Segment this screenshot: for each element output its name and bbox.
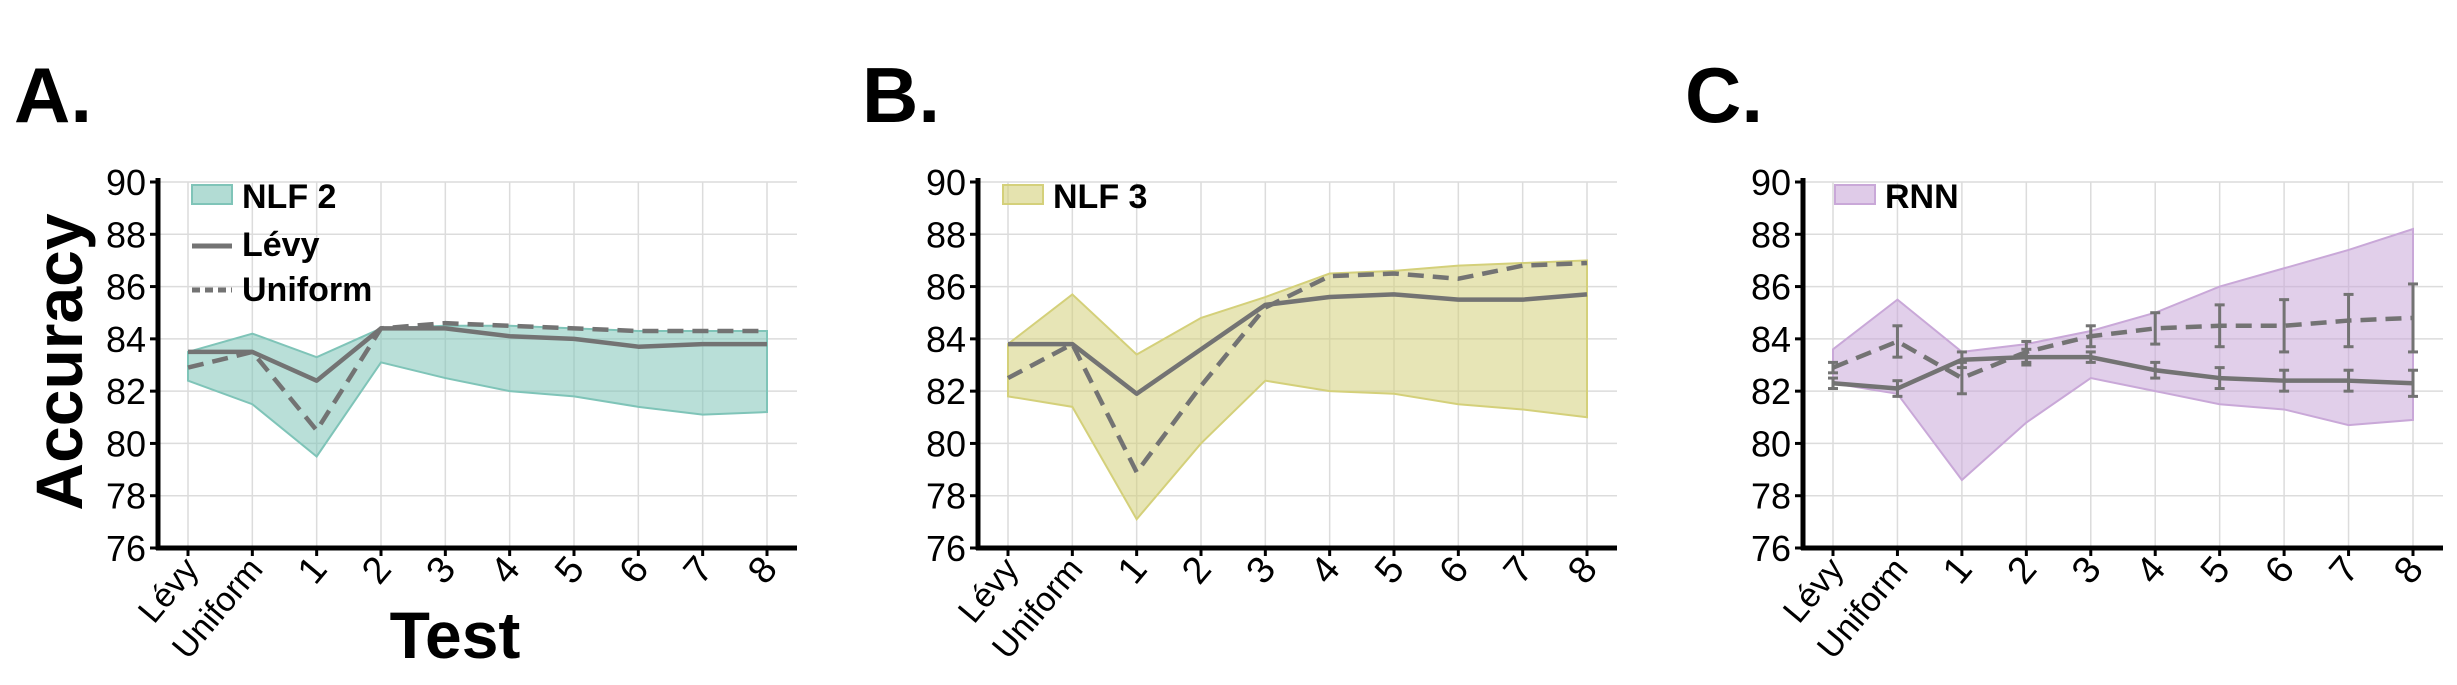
legend-label-band: NLF 3	[1053, 178, 1147, 216]
y-tick-label: 76	[1751, 528, 1791, 569]
y-tick-label: 90	[106, 162, 146, 203]
x-tick-label: 5	[1367, 549, 1413, 592]
x-tick-label: 8	[1560, 549, 1606, 592]
confidence-band	[1007, 259, 1588, 521]
x-tick-label: 6	[1431, 549, 1477, 592]
y-tick-label: 80	[106, 423, 146, 464]
x-tick-label: 4	[1303, 549, 1349, 592]
x-tick-label: 6	[2257, 549, 2303, 592]
y-tick-label: 84	[1751, 319, 1791, 360]
x-tick-label: 4	[483, 549, 529, 592]
x-tick-label: 6	[611, 549, 657, 592]
x-tick-label: 7	[1496, 549, 1542, 592]
y-tick-label: 76	[106, 528, 146, 569]
panel-letter: A.	[14, 51, 92, 139]
x-tick-label: 8	[740, 549, 786, 592]
x-tick-label: 4	[2128, 549, 2174, 592]
y-tick-label: 78	[1751, 476, 1791, 517]
y-tick-label: 80	[1751, 423, 1791, 464]
y-tick-label: 76	[926, 528, 966, 569]
x-tick-label: 5	[547, 549, 593, 592]
legend-label-band: NLF 2	[242, 178, 336, 216]
legend-label-uniform: Uniform	[242, 271, 372, 309]
y-axis-label: Accuracy	[22, 213, 96, 510]
series-line-uniform	[1832, 315, 2414, 381]
y-tick-label: 82	[1751, 371, 1791, 412]
x-tick-label: 1	[1110, 549, 1156, 592]
panel-letter: C.	[1685, 51, 1763, 139]
series-line-levy	[1008, 292, 1588, 397]
confidence-band	[1832, 227, 2414, 482]
x-tick-label: 7	[2322, 549, 2368, 592]
x-tick-label: 5	[2193, 549, 2239, 592]
y-tick-label: 90	[926, 162, 966, 203]
series-line-uniform	[187, 320, 767, 433]
panel-letter: B.	[862, 51, 940, 139]
x-tick-label: 7	[676, 549, 722, 592]
legend-label-band: RNN	[1885, 178, 1959, 216]
y-tick-label: 78	[926, 476, 966, 517]
x-tick-label: 3	[1238, 549, 1284, 592]
y-tick-label: 78	[106, 476, 146, 517]
y-tick-label: 80	[926, 423, 966, 464]
series-line-uniform	[1006, 260, 1588, 475]
legend-swatch-band	[1834, 184, 1876, 205]
series-line-levy	[188, 326, 767, 383]
legend-swatch-band	[1002, 184, 1044, 205]
y-tick-label: 82	[106, 371, 146, 412]
x-tick-label: 2	[1999, 549, 2045, 592]
x-tick-label: 3	[418, 549, 464, 592]
y-tick-label: 88	[106, 214, 146, 255]
x-tick-label: 1	[290, 549, 336, 592]
x-tick-label: 3	[2064, 549, 2110, 592]
x-axis-label: Test	[390, 598, 521, 672]
x-tick-label: 8	[2386, 549, 2432, 592]
y-tick-label: 86	[106, 267, 146, 308]
legend-label-levy: Lévy	[242, 226, 320, 264]
y-tick-label: 84	[926, 319, 966, 360]
y-tick-label: 88	[926, 214, 966, 255]
y-tick-label: 86	[926, 267, 966, 308]
y-tick-label: 88	[1751, 214, 1791, 255]
x-tick-label: 1	[1935, 549, 1981, 592]
series-line-levy	[1832, 354, 2414, 391]
legend-swatch-band	[191, 184, 233, 205]
y-tick-label: 90	[1751, 162, 1791, 203]
y-tick-label: 84	[106, 319, 146, 360]
x-tick-label: 2	[354, 549, 400, 592]
x-tick-label: 2	[1174, 549, 1220, 592]
y-tick-label: 82	[926, 371, 966, 412]
y-tick-label: 86	[1751, 267, 1791, 308]
